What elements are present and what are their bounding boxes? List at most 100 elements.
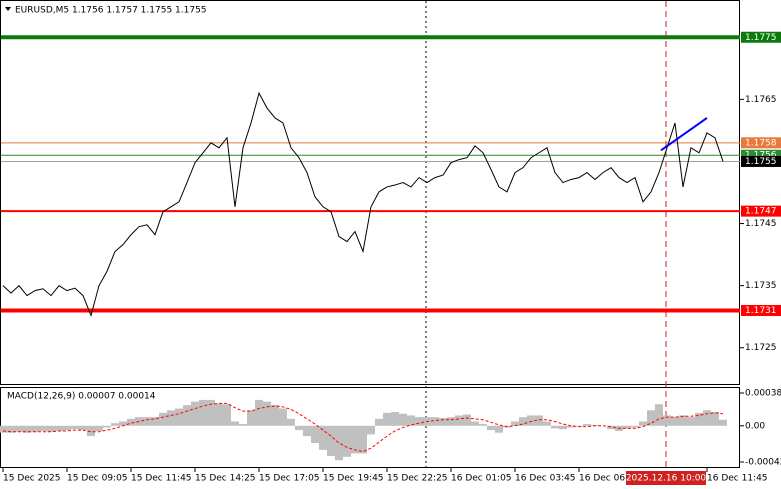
macd-bar (391, 411, 399, 426)
macd-bar (143, 417, 151, 426)
macd-bar (207, 399, 215, 426)
macd-bar (663, 415, 671, 426)
macd-bar (87, 425, 95, 437)
trend-line (660, 117, 708, 152)
macd-bar (647, 410, 655, 426)
macd-bar (247, 410, 255, 426)
macd-bar (519, 417, 527, 426)
macd-bar (559, 425, 567, 430)
macd-bar (351, 425, 359, 454)
macd-bar (527, 415, 535, 426)
x-tick-label: 15 Dec 22:25 (387, 474, 448, 484)
level-label-box (741, 31, 781, 43)
macd-bar (447, 417, 455, 426)
macd-bar (31, 425, 39, 432)
macd-bar (167, 410, 175, 426)
macd-bar (431, 417, 439, 426)
macd-bar (263, 401, 271, 426)
macd-bar (295, 425, 303, 431)
macd-bar (671, 417, 679, 426)
macd-bar (15, 425, 23, 432)
crosshair-label-box (626, 471, 706, 485)
macd-bar (567, 425, 575, 428)
macd-bar (119, 421, 127, 426)
macd-bar (39, 425, 47, 431)
level-label: 1.1758 (745, 138, 777, 148)
x-tick-label: 15 Dec 09:05 (67, 474, 128, 484)
level-label-box (741, 304, 781, 316)
macd-bar (407, 415, 415, 426)
macd-bar (191, 401, 199, 426)
level-label-box (741, 149, 781, 161)
x-tick-label: 16 Dec 11:45 (707, 474, 768, 484)
macd-bar (719, 419, 727, 426)
macd-bar (7, 425, 15, 433)
x-tick-label: 16 Dec 01:05 (451, 474, 512, 484)
macd-bar (279, 408, 287, 426)
macd-bar (687, 417, 695, 426)
signal-line (2, 402, 724, 453)
macd-bar (335, 425, 343, 461)
macd-bar (271, 405, 279, 426)
macd-bar (0, 425, 7, 433)
x-tick-label: 16 Dec 06:25 (579, 474, 640, 484)
macd-bar (415, 417, 423, 426)
x-tick-label: 15 Dec 11:45 (131, 474, 192, 484)
last-price-box (741, 155, 781, 167)
macd-bar (343, 425, 351, 457)
macd-bar (327, 425, 335, 456)
x-tick-label: 15 Dec 19:45 (323, 474, 384, 484)
macd-bar (695, 412, 703, 426)
macd-bar (231, 421, 239, 426)
y-tick-label: 0.00038 (745, 389, 781, 399)
level-label-box (741, 205, 781, 217)
macd-bar (511, 421, 519, 426)
macd-bar (55, 425, 63, 431)
y-tick-label: -0.00042 (745, 457, 781, 467)
macd-bar (655, 404, 663, 426)
macd-bar (479, 424, 487, 426)
macd-bar (79, 425, 87, 431)
macd-bar (159, 412, 167, 426)
macd-bar (23, 425, 31, 433)
macd-bar (439, 418, 447, 426)
x-tick-label: 16 Dec 03:45 (515, 474, 576, 484)
macd-bar (215, 403, 223, 426)
macd-bar (311, 425, 319, 444)
menu-triangle (5, 7, 11, 11)
level-label: 1.1747 (745, 207, 777, 217)
level-label-box (741, 137, 781, 149)
y-tick-label: 0.00 (745, 421, 765, 431)
macd-bar (703, 410, 711, 426)
macd-bar (375, 418, 383, 426)
macd-bar (223, 404, 231, 426)
macd-bar (487, 425, 495, 431)
macd-bar (47, 425, 55, 432)
macd-bar (399, 413, 407, 426)
macd-bar (463, 414, 471, 426)
macd-bar (111, 423, 119, 426)
macd-bar (631, 425, 639, 428)
level-label: 1.1731 (745, 306, 777, 316)
macd-bar (303, 425, 311, 437)
level-label: 1.1775 (745, 33, 777, 43)
macd-bar (95, 425, 103, 431)
macd-bar (383, 412, 391, 426)
macd-bar (535, 415, 543, 426)
level-label: 1.1756 (745, 151, 777, 161)
macd-bar (183, 405, 191, 426)
macd-bar (103, 425, 111, 428)
macd-bar (495, 425, 503, 433)
macd-bar (319, 425, 327, 450)
macd-bar (679, 415, 687, 426)
x-tick-label: 15 Dec 2025 (3, 474, 61, 484)
y-tick-label: 1.1735 (745, 281, 777, 291)
chart-layer: 1.1765 1.1745 1.1735 1.1725 1.1775 1.1758 1.17… (0, 31, 781, 485)
macd-bar (151, 417, 159, 426)
macd-bar (63, 425, 71, 431)
price-panel-frame (0, 0, 740, 385)
x-tick-label: 15 Dec 17:05 (259, 474, 320, 484)
macd-bar (127, 418, 135, 426)
macd-bar (623, 425, 631, 429)
